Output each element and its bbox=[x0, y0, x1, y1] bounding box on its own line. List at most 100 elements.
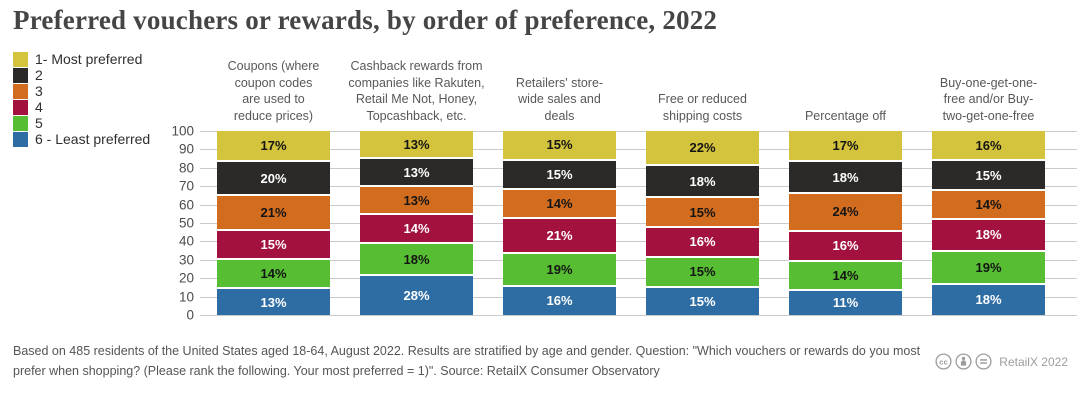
bar-segment: 19% bbox=[503, 251, 616, 285]
bar-segment: 16% bbox=[932, 131, 1045, 160]
bar-segment: 18% bbox=[646, 164, 759, 197]
gridline bbox=[200, 241, 1077, 243]
bar-segment: 15% bbox=[217, 228, 330, 259]
bar-segment: 17% bbox=[217, 131, 330, 161]
gridline bbox=[200, 315, 1077, 316]
y-tick-label: 90 bbox=[178, 141, 194, 157]
column-header: Retailers' store- wide sales and deals bbox=[515, 75, 604, 123]
cc-icon: cc bbox=[935, 353, 952, 370]
legend-item: 4 bbox=[13, 99, 150, 115]
legend-label: 5 bbox=[35, 115, 43, 131]
credit-text: RetailX 2022 bbox=[999, 354, 1068, 369]
bar-segment: 13% bbox=[360, 157, 473, 186]
bar-segment: 13% bbox=[360, 131, 473, 158]
gridline bbox=[200, 131, 1077, 132]
y-tick-label: 40 bbox=[178, 233, 194, 249]
y-tick-label: 60 bbox=[178, 197, 194, 213]
bar-segment: 16% bbox=[503, 284, 616, 315]
y-tick-label: 0 bbox=[186, 307, 194, 323]
column-headers: Coupons (where coupon codes are used to … bbox=[0, 48, 1080, 124]
bar-column: 22% 18% 15% 16% 15% 15% bbox=[646, 131, 759, 315]
legend-label: 6 - Least preferred bbox=[35, 131, 151, 147]
page-title: Preferred vouchers or rewards, by order … bbox=[13, 5, 718, 35]
gridline bbox=[200, 223, 1077, 224]
legend-swatch bbox=[13, 131, 28, 147]
bar-segment: 14% bbox=[932, 189, 1045, 218]
y-tick-label: 20 bbox=[178, 270, 194, 286]
bar-segment: 14% bbox=[789, 260, 902, 289]
bar-segment: 15% bbox=[932, 159, 1045, 190]
bar-segment: 13% bbox=[360, 185, 473, 214]
bar-segment: 15% bbox=[503, 131, 616, 159]
bar-segment: 18% bbox=[789, 160, 902, 193]
y-tick-label: 50 bbox=[178, 215, 194, 231]
legend-swatch bbox=[13, 83, 28, 99]
legend-item: 6 - Least preferred bbox=[13, 131, 150, 147]
footnote: Based on 485 residents of the United Sta… bbox=[13, 344, 921, 378]
legend-item: 5 bbox=[13, 115, 150, 131]
legend-swatch bbox=[13, 67, 28, 83]
bar-column: 16% 15% 14% 18% 19% 18% bbox=[932, 131, 1045, 315]
y-axis: 100 90 80 70 60 50 40 30 20 10 0 bbox=[148, 124, 194, 323]
column-header: Free or reduced shipping costs bbox=[658, 92, 747, 123]
attribution-icon bbox=[955, 353, 972, 370]
gridline bbox=[200, 149, 1077, 151]
bar-segment: 16% bbox=[789, 229, 902, 260]
column-header: Cashback rewards from companies like Rak… bbox=[348, 59, 485, 123]
columns: 17% 20% 21% 15% 14% 13% 13% 13% 13% 14% 18% 28% 15% 1… bbox=[217, 131, 1045, 315]
gridline bbox=[200, 296, 1077, 298]
svg-text:cc: cc bbox=[940, 357, 948, 366]
legend-label: 1- Most preferred bbox=[35, 51, 143, 67]
no-derivatives-icon bbox=[975, 353, 992, 370]
column-header: Buy-one-get-one- free and/or Buy- two-ge… bbox=[939, 75, 1038, 123]
y-tick-label: 70 bbox=[178, 178, 194, 194]
legend-swatch bbox=[13, 115, 28, 131]
bar-segment: 17% bbox=[789, 131, 902, 161]
bar-segment: 15% bbox=[646, 196, 759, 226]
legend-swatch bbox=[13, 99, 28, 115]
bar-segment: 18% bbox=[932, 217, 1045, 250]
y-tick-label: 80 bbox=[178, 160, 194, 176]
legend-swatch bbox=[13, 51, 28, 67]
legend-item: 3 bbox=[13, 83, 150, 99]
bar-segment: 14% bbox=[360, 213, 473, 242]
bar-segment: 11% bbox=[789, 288, 902, 315]
bar-column: 17% 18% 24% 16% 14% 11% bbox=[789, 131, 902, 315]
gridline bbox=[200, 204, 1077, 206]
plot-area: 17% 20% 21% 15% 14% 13% 13% 13% 13% 14% 18% 28% 15% 1… bbox=[200, 131, 1077, 316]
y-tick-label: 100 bbox=[171, 123, 194, 139]
bar-segment: 13% bbox=[217, 287, 330, 315]
bar-segment: 24% bbox=[789, 192, 902, 230]
bar-segment: 21% bbox=[503, 216, 616, 252]
credit: cc RetailX 2022 bbox=[935, 353, 1068, 370]
legend-item: 1- Most preferred bbox=[13, 51, 150, 67]
bar-segment: 14% bbox=[217, 258, 330, 288]
legend-label: 4 bbox=[35, 99, 43, 115]
bar-segment: 22% bbox=[646, 131, 759, 165]
bar-segment: 15% bbox=[646, 256, 759, 286]
bar-segment: 15% bbox=[646, 285, 759, 315]
legend-item: 2 bbox=[13, 67, 150, 83]
gridline bbox=[200, 167, 1077, 169]
bar-segment: 15% bbox=[503, 158, 616, 189]
bar-column: 17% 20% 21% 15% 14% 13% bbox=[217, 131, 330, 315]
y-tick-label: 10 bbox=[178, 289, 194, 305]
column-header: Coupons (where coupon codes are used to … bbox=[227, 59, 320, 123]
bar-segment: 20% bbox=[217, 160, 330, 195]
legend: 1- Most preferred 2 3 4 5 6 - Least preferred bbox=[13, 51, 150, 147]
bar-column: 15% 15% 14% 21% 19% 16% bbox=[503, 131, 616, 315]
legend-label: 2 bbox=[35, 67, 43, 83]
bar-segment: 18% bbox=[932, 282, 1045, 315]
gridline bbox=[200, 186, 1077, 188]
bar-segment: 16% bbox=[646, 225, 759, 257]
bar-segment: 18% bbox=[360, 241, 473, 275]
column-header: Percentage off bbox=[804, 108, 887, 123]
gridline bbox=[200, 259, 1077, 261]
y-tick-label: 30 bbox=[178, 252, 194, 268]
bar-segment: 19% bbox=[932, 249, 1045, 283]
bar-column: 13% 13% 13% 14% 18% 28% bbox=[360, 131, 473, 315]
legend-label: 3 bbox=[35, 83, 43, 99]
gridline bbox=[200, 278, 1077, 280]
bar-segment: 28% bbox=[360, 274, 473, 315]
bar-segment: 14% bbox=[503, 188, 616, 217]
